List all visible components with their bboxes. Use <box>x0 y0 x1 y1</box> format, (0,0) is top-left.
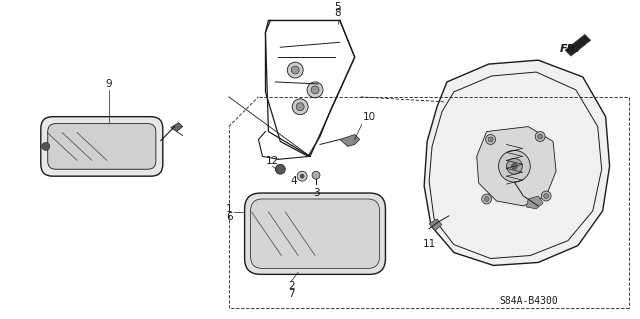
Text: 3: 3 <box>313 188 319 198</box>
Circle shape <box>291 66 299 74</box>
Circle shape <box>511 163 517 169</box>
Text: S84A-B4300: S84A-B4300 <box>499 296 557 306</box>
Circle shape <box>311 86 319 94</box>
Circle shape <box>482 194 492 204</box>
Text: 11: 11 <box>422 239 436 249</box>
Circle shape <box>312 171 320 179</box>
Circle shape <box>541 191 551 201</box>
Circle shape <box>42 143 50 150</box>
Circle shape <box>506 158 522 174</box>
Text: 10: 10 <box>363 112 376 122</box>
Text: 9: 9 <box>106 79 112 89</box>
Circle shape <box>307 82 323 98</box>
FancyBboxPatch shape <box>48 123 156 169</box>
Circle shape <box>538 134 543 139</box>
FancyBboxPatch shape <box>41 117 163 176</box>
Polygon shape <box>340 135 360 146</box>
Polygon shape <box>424 60 610 265</box>
Circle shape <box>275 164 285 174</box>
Text: 1: 1 <box>226 204 233 214</box>
Text: FR.: FR. <box>559 44 580 54</box>
Circle shape <box>484 197 489 202</box>
Text: 7: 7 <box>288 289 294 299</box>
Text: 6: 6 <box>226 212 233 222</box>
Circle shape <box>486 135 495 145</box>
Polygon shape <box>171 122 182 131</box>
Text: 12: 12 <box>266 156 279 166</box>
Text: 5: 5 <box>335 2 341 11</box>
FancyBboxPatch shape <box>251 199 380 268</box>
Text: 8: 8 <box>335 9 341 19</box>
Circle shape <box>488 137 493 142</box>
Circle shape <box>297 171 307 181</box>
Circle shape <box>499 150 531 182</box>
FancyBboxPatch shape <box>244 193 385 274</box>
Circle shape <box>535 131 545 141</box>
Polygon shape <box>477 127 556 206</box>
Polygon shape <box>526 196 543 209</box>
Text: 2: 2 <box>288 281 294 291</box>
Text: 4: 4 <box>291 176 298 186</box>
Polygon shape <box>565 34 591 56</box>
Circle shape <box>287 62 303 78</box>
Circle shape <box>292 99 308 115</box>
Circle shape <box>296 103 304 111</box>
Circle shape <box>300 174 304 178</box>
Circle shape <box>543 194 548 198</box>
Polygon shape <box>429 219 442 231</box>
